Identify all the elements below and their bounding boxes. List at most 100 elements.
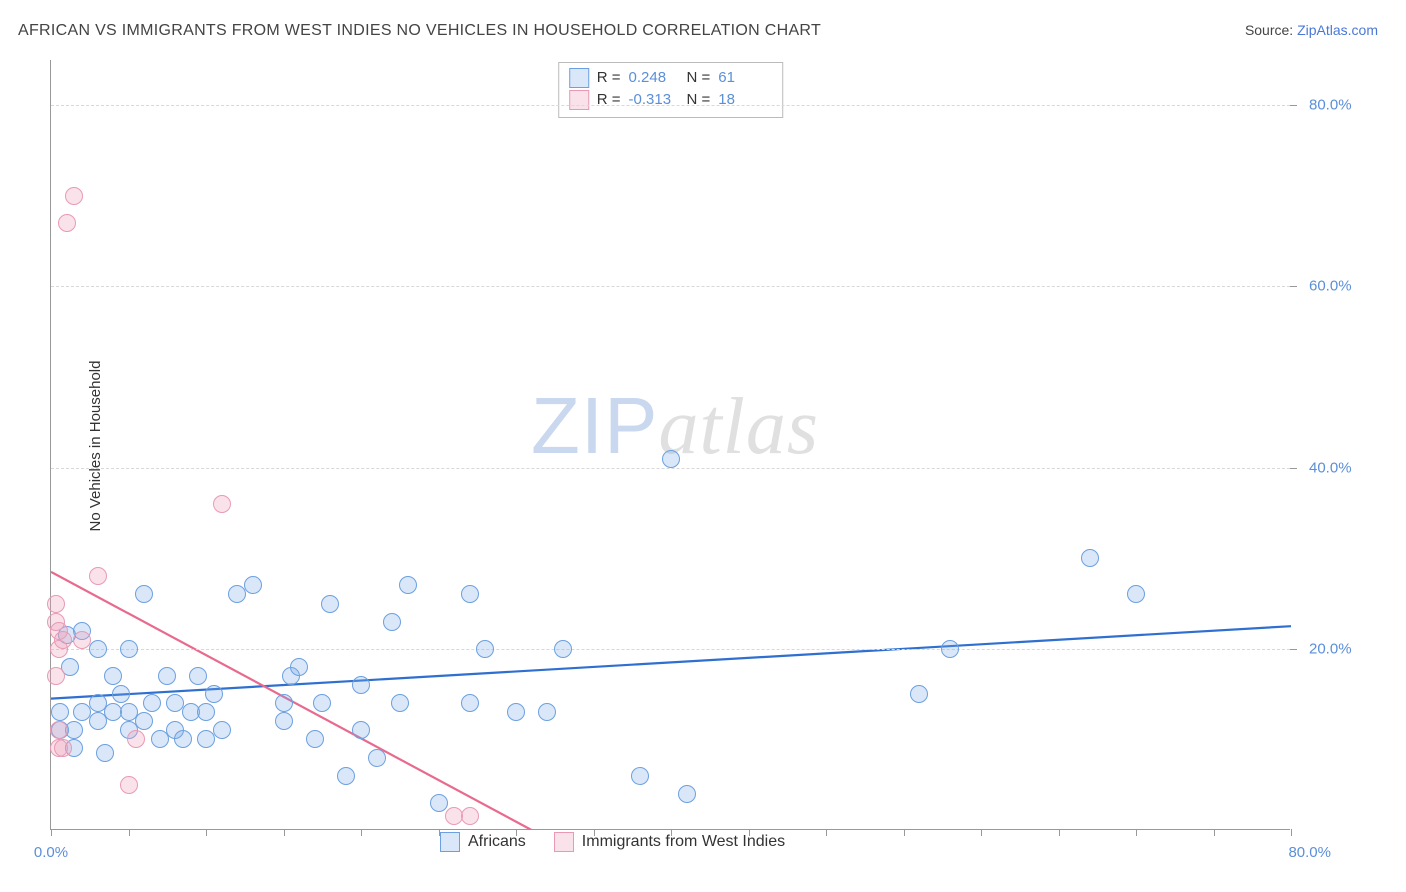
- x-tick: [1291, 829, 1292, 836]
- data-point: [213, 495, 231, 513]
- n-value: 61: [718, 67, 768, 89]
- data-point: [58, 214, 76, 232]
- data-point: [461, 694, 479, 712]
- x-tick: [1136, 829, 1137, 836]
- y-tick: [1290, 468, 1297, 469]
- x-tick: [1059, 829, 1060, 836]
- legend-label: Immigrants from West Indies: [582, 833, 785, 851]
- data-point: [275, 694, 293, 712]
- n-value: 18: [718, 89, 768, 111]
- data-point: [174, 730, 192, 748]
- data-point: [910, 685, 928, 703]
- data-point: [205, 685, 223, 703]
- data-point: [189, 667, 207, 685]
- chart-title: AFRICAN VS IMMIGRANTS FROM WEST INDIES N…: [18, 22, 821, 40]
- x-tick: [206, 829, 207, 836]
- data-point: [112, 685, 130, 703]
- data-point: [678, 785, 696, 803]
- data-point: [1081, 549, 1099, 567]
- data-point: [941, 640, 959, 658]
- data-point: [631, 767, 649, 785]
- data-point: [430, 794, 448, 812]
- data-point: [96, 744, 114, 762]
- data-point: [507, 703, 525, 721]
- y-tick-label: 20.0%: [1309, 640, 1352, 657]
- source-prefix: Source:: [1245, 22, 1297, 38]
- y-tick-label: 60.0%: [1309, 278, 1352, 295]
- data-point: [244, 576, 262, 594]
- data-point: [143, 694, 161, 712]
- stats-row: R = -0.313 N = 18: [569, 89, 769, 111]
- data-point: [275, 712, 293, 730]
- data-point: [127, 730, 145, 748]
- data-point: [120, 640, 138, 658]
- stats-legend-box: R = 0.248 N = 61 R = -0.313 N = 18: [558, 62, 784, 118]
- trend-lines: [51, 60, 1291, 830]
- x-tick: [284, 829, 285, 836]
- watermark-zip: ZIP: [531, 381, 658, 470]
- legend-item: Immigrants from West Indies: [554, 832, 785, 852]
- data-point: [352, 721, 370, 739]
- data-point: [54, 631, 72, 649]
- data-point: [461, 807, 479, 825]
- data-point: [54, 739, 72, 757]
- data-point: [391, 694, 409, 712]
- x-tick: [1214, 829, 1215, 836]
- legend-item: Africans: [440, 832, 526, 852]
- chart-plot-area: ZIPatlas R =0.248N =61R =-0.313N =18 20.…: [50, 60, 1290, 830]
- data-point: [73, 631, 91, 649]
- data-point: [337, 767, 355, 785]
- r-label: R =: [597, 67, 621, 89]
- r-value: 0.248: [629, 67, 679, 89]
- gridline: [51, 105, 1290, 106]
- y-tick: [1290, 649, 1297, 650]
- source-link[interactable]: ZipAtlas.com: [1297, 22, 1378, 38]
- data-point: [313, 694, 331, 712]
- data-point: [383, 613, 401, 631]
- gridline: [51, 286, 1290, 287]
- gridline: [51, 468, 1290, 469]
- data-point: [47, 667, 65, 685]
- data-point: [65, 187, 83, 205]
- x-tick: [826, 829, 827, 836]
- trend-line: [51, 626, 1291, 698]
- x-end-label: 80.0%: [1288, 844, 1331, 861]
- x-tick: [51, 829, 52, 836]
- watermark-atlas: atlas: [658, 383, 819, 471]
- x-start-label: 0.0%: [34, 844, 68, 861]
- data-point: [538, 703, 556, 721]
- data-point: [89, 567, 107, 585]
- series-swatch: [440, 832, 460, 852]
- data-point: [89, 640, 107, 658]
- data-point: [662, 450, 680, 468]
- data-point: [554, 640, 572, 658]
- gridline: [51, 649, 1290, 650]
- data-point: [158, 667, 176, 685]
- series-swatch: [554, 832, 574, 852]
- data-point: [50, 721, 68, 739]
- data-point: [306, 730, 324, 748]
- source-attribution: Source: ZipAtlas.com: [1245, 22, 1378, 38]
- r-label: R =: [597, 89, 621, 111]
- data-point: [352, 676, 370, 694]
- data-point: [197, 703, 215, 721]
- data-point: [135, 585, 153, 603]
- series-swatch: [569, 90, 589, 110]
- data-point: [399, 576, 417, 594]
- data-point: [104, 667, 122, 685]
- n-label: N =: [687, 67, 711, 89]
- data-point: [135, 712, 153, 730]
- data-point: [1127, 585, 1145, 603]
- data-point: [213, 721, 231, 739]
- series-swatch: [569, 68, 589, 88]
- stats-row: R = 0.248 N = 61: [569, 67, 769, 89]
- n-label: N =: [687, 89, 711, 111]
- bottom-legend: Africans Immigrants from West Indies: [440, 832, 785, 852]
- x-tick: [904, 829, 905, 836]
- data-point: [47, 595, 65, 613]
- r-value: -0.313: [629, 89, 679, 111]
- data-point: [51, 703, 69, 721]
- y-tick-label: 40.0%: [1309, 459, 1352, 476]
- y-tick: [1290, 105, 1297, 106]
- data-point: [321, 595, 339, 613]
